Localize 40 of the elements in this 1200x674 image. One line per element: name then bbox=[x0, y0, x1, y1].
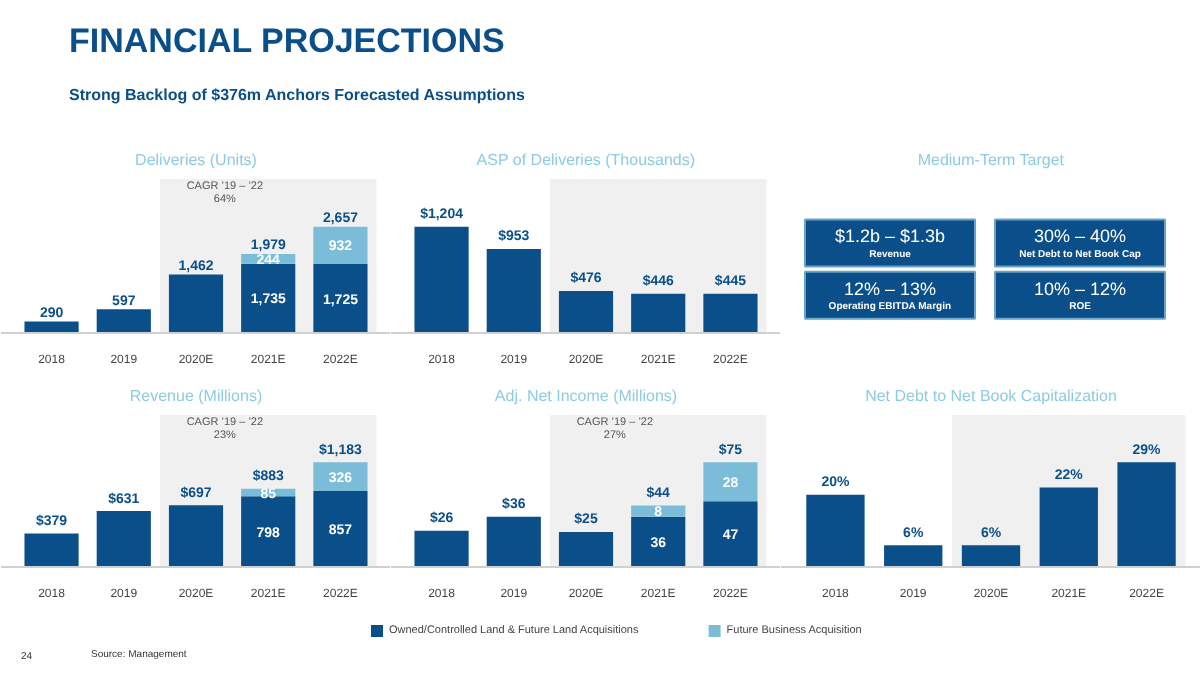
bar bbox=[703, 501, 758, 567]
text: $1.2b – $1.3b bbox=[834, 226, 946, 247]
text: 12% – 13% bbox=[843, 278, 937, 299]
bar bbox=[961, 545, 1021, 567]
bar bbox=[168, 274, 224, 333]
bar bbox=[806, 494, 865, 567]
bar bbox=[1039, 487, 1098, 567]
bar bbox=[486, 248, 541, 333]
bar bbox=[1117, 462, 1176, 567]
bar bbox=[168, 505, 224, 567]
bar bbox=[96, 511, 151, 567]
bar bbox=[241, 263, 296, 333]
text: 30% – 40% bbox=[1033, 226, 1127, 247]
bar bbox=[703, 462, 758, 502]
bar bbox=[558, 291, 614, 333]
bar bbox=[313, 264, 368, 333]
bar bbox=[703, 293, 758, 333]
bar bbox=[414, 226, 469, 333]
bar bbox=[631, 293, 686, 333]
bar bbox=[313, 491, 368, 567]
text: 10% – 12% bbox=[1033, 278, 1127, 299]
bar bbox=[313, 226, 368, 265]
text: Medium-Term Target bbox=[917, 151, 1066, 169]
bar bbox=[313, 462, 368, 492]
text: Strong Backlog of $376m Anchors Forecasted Assumptions bbox=[69, 86, 526, 104]
bar bbox=[24, 533, 79, 567]
bar bbox=[884, 545, 943, 567]
chart-title: Adj. Net Income (Millions) bbox=[494, 387, 678, 405]
chart-title: Deliveries (Units) bbox=[135, 151, 258, 169]
bar bbox=[24, 321, 79, 333]
bar bbox=[558, 532, 614, 567]
chart-title: ASP of Deliveries (Thousands) bbox=[476, 151, 696, 169]
bar bbox=[96, 309, 151, 333]
bar bbox=[631, 516, 686, 567]
bar bbox=[486, 516, 541, 567]
bar bbox=[414, 530, 469, 567]
bar bbox=[241, 496, 296, 567]
text: FINANCIAL PROJECTIONS bbox=[69, 22, 505, 60]
chart-title: Revenue (Millions) bbox=[129, 387, 263, 405]
chart-title: Net Debt to Net Book Capitalization bbox=[865, 387, 1117, 405]
